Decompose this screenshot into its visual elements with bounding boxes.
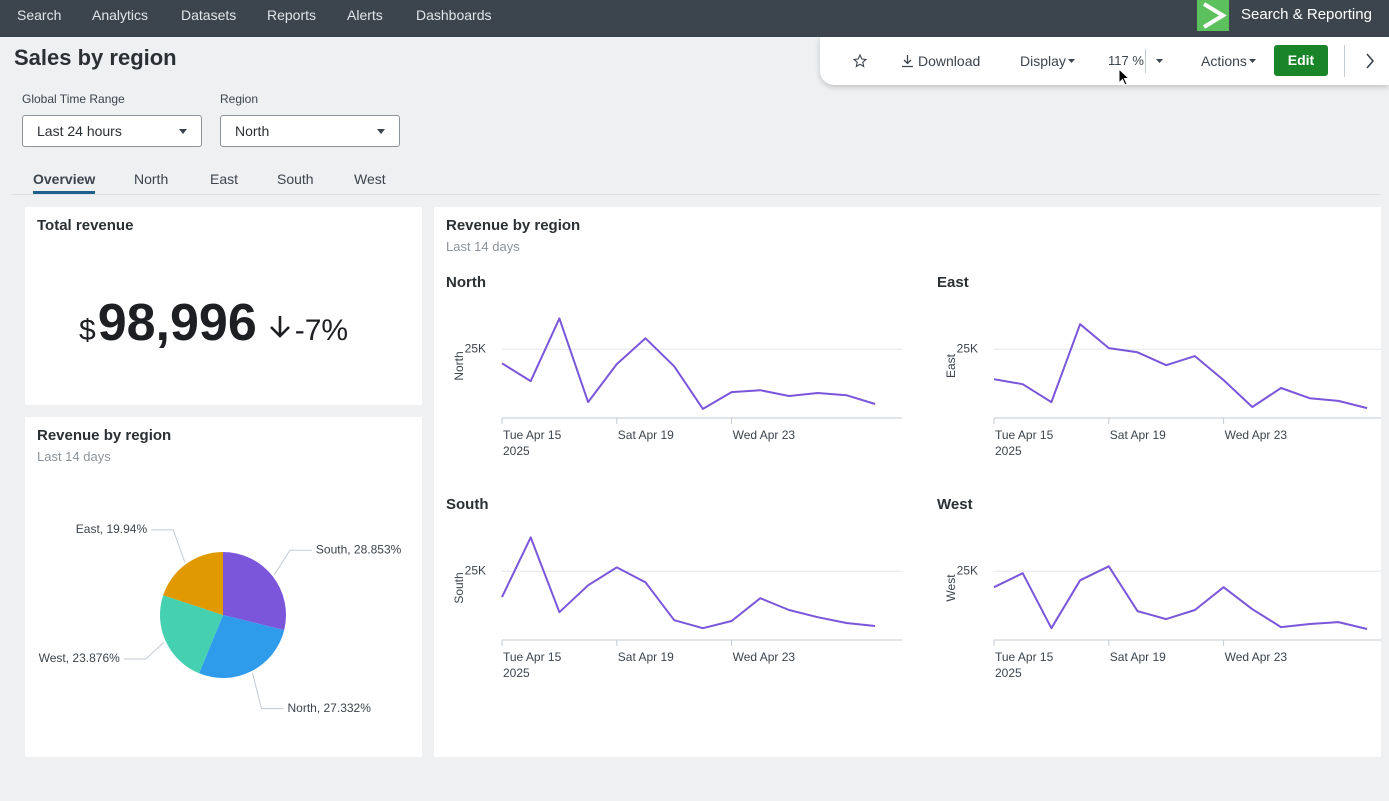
lines-panel: Revenue by region Last 14 days [434, 207, 1381, 757]
panel-subtitle: Last 14 days [446, 239, 520, 254]
y-tick-label: 25K [465, 341, 486, 355]
separator [1145, 49, 1146, 73]
x-tick-label: Sat Apr 19 [618, 650, 674, 664]
app-logo[interactable] [1197, 0, 1229, 31]
filter-label: Global Time Range [22, 92, 125, 106]
y-tick-label: 25K [957, 563, 978, 577]
y-axis-title: West [944, 574, 958, 602]
leader-line [151, 529, 186, 563]
pie-slice [160, 595, 223, 674]
leader-line [251, 672, 284, 710]
nav-item[interactable]: Alerts [347, 7, 383, 23]
leader-line [273, 549, 312, 576]
line-series [993, 565, 1368, 630]
filter-label: Region [220, 92, 259, 106]
nav-item[interactable]: Analytics [92, 7, 149, 23]
caret [1249, 59, 1256, 63]
line-series [501, 317, 876, 410]
tab[interactable]: East [210, 171, 239, 187]
line-series [993, 323, 1368, 410]
y-axis-title: South [452, 572, 466, 603]
panel-title: Total revenue [37, 217, 134, 234]
y-axis-title: East [944, 353, 958, 378]
y-tick-label: 25K [465, 563, 486, 577]
chart-title: East [937, 274, 969, 291]
nav-item[interactable]: Dashboards [416, 7, 492, 23]
pie-label: North, 27.332% [288, 701, 372, 715]
pie-slice [163, 552, 223, 615]
panel-title: Revenue by region [37, 427, 172, 444]
chart-title: South [446, 496, 489, 513]
tab-divider [12, 194, 1380, 195]
x-tick-label: Wed Apr 23 [733, 650, 796, 664]
chart-title: North [446, 274, 486, 291]
x-year-label: 2025 [503, 666, 530, 680]
x-tick-label: Tue Apr 15 [995, 428, 1054, 442]
x-year-label: 2025 [995, 666, 1022, 680]
kpi-panel: Total revenue $ 98,996 -7% [25, 207, 422, 405]
panel-title: Revenue by region [446, 217, 581, 234]
edit-button[interactable]: Edit [1274, 45, 1328, 76]
x-year-label: 2025 [995, 444, 1022, 458]
x-tick-label: Tue Apr 15 [503, 428, 562, 442]
x-tick-label: Wed Apr 23 [1225, 428, 1288, 442]
kpi: $ 98,996 -7% [79, 293, 348, 353]
tab[interactable]: West [354, 171, 386, 187]
panel-subtitle: Last 14 days [37, 449, 111, 464]
caret [1068, 59, 1075, 63]
x-year-label: 2025 [503, 444, 530, 458]
nav-item[interactable]: Search [17, 7, 62, 23]
kpi-delta: -7% [294, 314, 349, 347]
kpi-currency: $ [79, 314, 96, 347]
tab[interactable]: North [134, 171, 169, 187]
active-tab-underline [33, 191, 95, 194]
tab[interactable]: South [277, 171, 314, 187]
kpi-value: 98,996 [97, 294, 257, 352]
mouse-cursor [1118, 68, 1130, 86]
top-nav: Search Analytics Datasets Reports Alerts Dash… [0, 0, 1389, 37]
separator [1344, 45, 1345, 77]
nav-item[interactable]: Reports [267, 7, 317, 23]
page-title: Sales by region [14, 45, 177, 70]
x-tick-label: Wed Apr 23 [1225, 650, 1288, 664]
dropdown-value: North [235, 123, 270, 139]
x-tick-label: Sat Apr 19 [1110, 428, 1166, 442]
region-dropdown[interactable]: North [220, 115, 400, 147]
x-tick-label: Sat Apr 19 [618, 428, 674, 442]
y-axis-title: North [452, 351, 466, 380]
toolbar: Download Display 117 % Actions Edit [820, 37, 1389, 85]
star-icon[interactable] [853, 54, 867, 68]
chart-title: West [937, 496, 973, 513]
actions-menu[interactable]: Actions [1201, 53, 1247, 69]
time-range-dropdown[interactable]: Last 24 hours [22, 115, 202, 147]
leader-line [123, 641, 165, 660]
logo-icon [1202, 2, 1227, 29]
pie-slice [199, 615, 285, 678]
x-tick-label: Sat Apr 19 [1110, 650, 1166, 664]
download-icon [902, 55, 913, 68]
line-series [501, 536, 876, 630]
pie-label: East, 19.94% [76, 522, 148, 536]
display-menu[interactable]: Display [1020, 53, 1066, 69]
pie-label: South, 28.853% [316, 542, 402, 556]
x-tick-label: Wed Apr 23 [733, 428, 796, 442]
zoom-level[interactable]: 117 % [1108, 53, 1144, 68]
tab[interactable]: Overview [33, 171, 96, 187]
y-tick-label: 25K [957, 341, 978, 355]
pie-slice [223, 552, 286, 631]
zoom-caret[interactable] [1156, 59, 1163, 64]
down-arrow [269, 316, 290, 338]
x-tick-label: Tue Apr 15 [503, 650, 562, 664]
expand-chevron[interactable] [1365, 53, 1375, 69]
pie-label: West, 23.876% [39, 651, 120, 665]
app-name[interactable]: Search & Reporting [1241, 6, 1372, 23]
download-button[interactable]: Download [918, 53, 981, 69]
dropdown-value: Last 24 hours [37, 123, 122, 139]
x-tick-label: Tue Apr 15 [995, 650, 1054, 664]
nav-item[interactable]: Datasets [181, 7, 237, 23]
